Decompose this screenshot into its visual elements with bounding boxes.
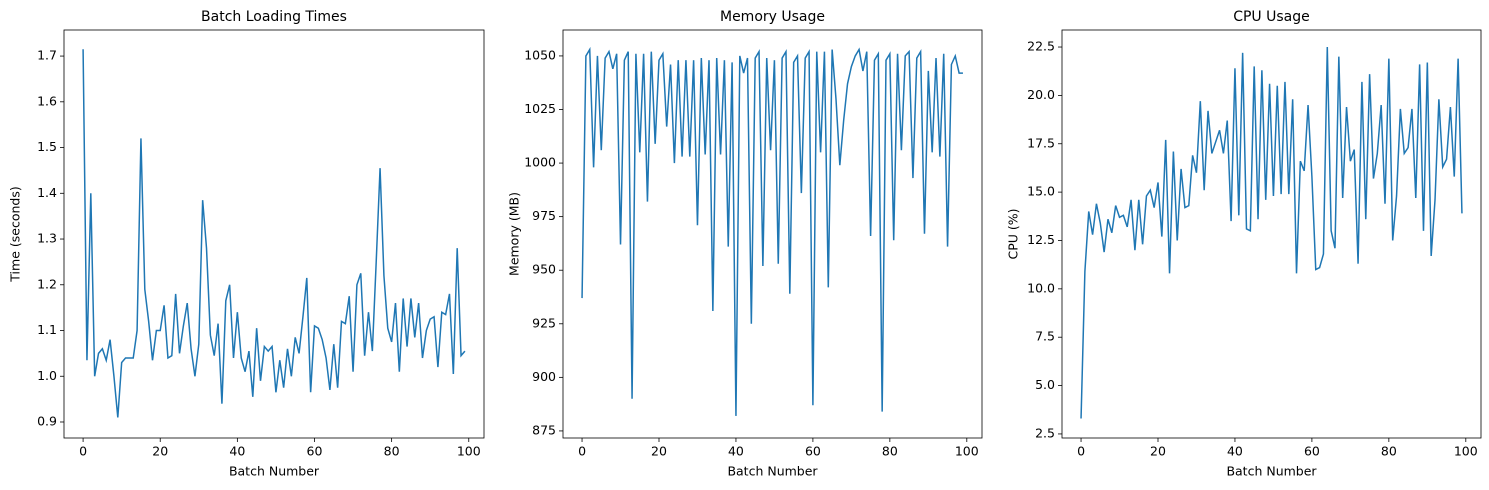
- subplot-title: CPU Usage: [1233, 9, 1310, 25]
- y-tick-label: 1.7: [37, 48, 57, 63]
- x-tick-label: 20: [152, 444, 168, 459]
- x-tick-label: 80: [384, 444, 400, 459]
- x-axis-label: Batch Number: [727, 464, 818, 479]
- y-tick-label: 975: [532, 208, 556, 223]
- y-tick-label: 15.0: [1027, 184, 1055, 199]
- x-axis-label: Batch Number: [229, 464, 320, 479]
- y-tick-label: 900: [532, 369, 556, 384]
- y-tick-label: 20.0: [1027, 87, 1055, 102]
- x-tick-label: 20: [1150, 444, 1166, 459]
- y-tick-label: 10.0: [1027, 280, 1055, 295]
- x-tick-label: 0: [79, 444, 87, 459]
- y-tick-label: 1025: [524, 101, 556, 116]
- x-tick-label: 40: [229, 444, 245, 459]
- y-axis-label: Time (seconds): [8, 186, 23, 282]
- y-tick-label: 1.6: [37, 93, 57, 108]
- x-tick-label: 20: [651, 444, 667, 459]
- y-tick-label: 925: [532, 315, 556, 330]
- y-tick-label: 1050: [524, 47, 556, 62]
- y-tick-label: 0.9: [37, 413, 57, 428]
- subplot-title: Memory Usage: [720, 9, 825, 25]
- y-tick-label: 950: [532, 262, 556, 277]
- x-tick-label: 100: [955, 444, 979, 459]
- x-tick-label: 40: [728, 444, 744, 459]
- x-tick-label: 80: [1381, 444, 1397, 459]
- x-tick-label: 60: [307, 444, 323, 459]
- data-line: [1080, 47, 1463, 419]
- x-tick-label: 0: [1077, 444, 1085, 459]
- y-tick-label: 2.5: [1035, 425, 1055, 440]
- y-tick-label: 1.4: [37, 185, 57, 200]
- y-tick-label: 875: [532, 422, 556, 437]
- y-tick-label: 1.2: [37, 276, 57, 291]
- x-tick-label: 60: [1304, 444, 1320, 459]
- data-line: [82, 49, 466, 418]
- x-tick-label: 40: [1227, 444, 1243, 459]
- y-axis-label: Memory (MB): [507, 192, 522, 276]
- y-tick-label: 1000: [524, 155, 556, 170]
- axes-frame: [63, 29, 485, 439]
- y-tick-label: 22.5: [1027, 39, 1055, 54]
- y-tick-label: 12.5: [1027, 232, 1055, 247]
- x-tick-label: 60: [805, 444, 821, 459]
- x-tick-label: 80: [882, 444, 898, 459]
- data-line: [581, 46, 963, 416]
- axes-frame: [1061, 29, 1482, 439]
- x-tick-label: 0: [578, 444, 586, 459]
- y-tick-label: 7.5: [1035, 329, 1055, 344]
- axes-frame: [562, 29, 983, 439]
- x-tick-label: 100: [1454, 444, 1478, 459]
- x-tick-label: 100: [457, 444, 481, 459]
- y-tick-label: 1.5: [37, 139, 57, 154]
- subplot-title: Batch Loading Times: [201, 9, 347, 25]
- y-axis-label: CPU (%): [1006, 208, 1021, 259]
- y-tick-label: 5.0: [1035, 377, 1055, 392]
- y-tick-label: 1.0: [37, 368, 57, 383]
- y-tick-label: 1.1: [37, 322, 57, 337]
- y-tick-label: 1.3: [37, 231, 57, 246]
- y-tick-label: 17.5: [1027, 135, 1055, 150]
- x-axis-label: Batch Number: [1226, 464, 1317, 479]
